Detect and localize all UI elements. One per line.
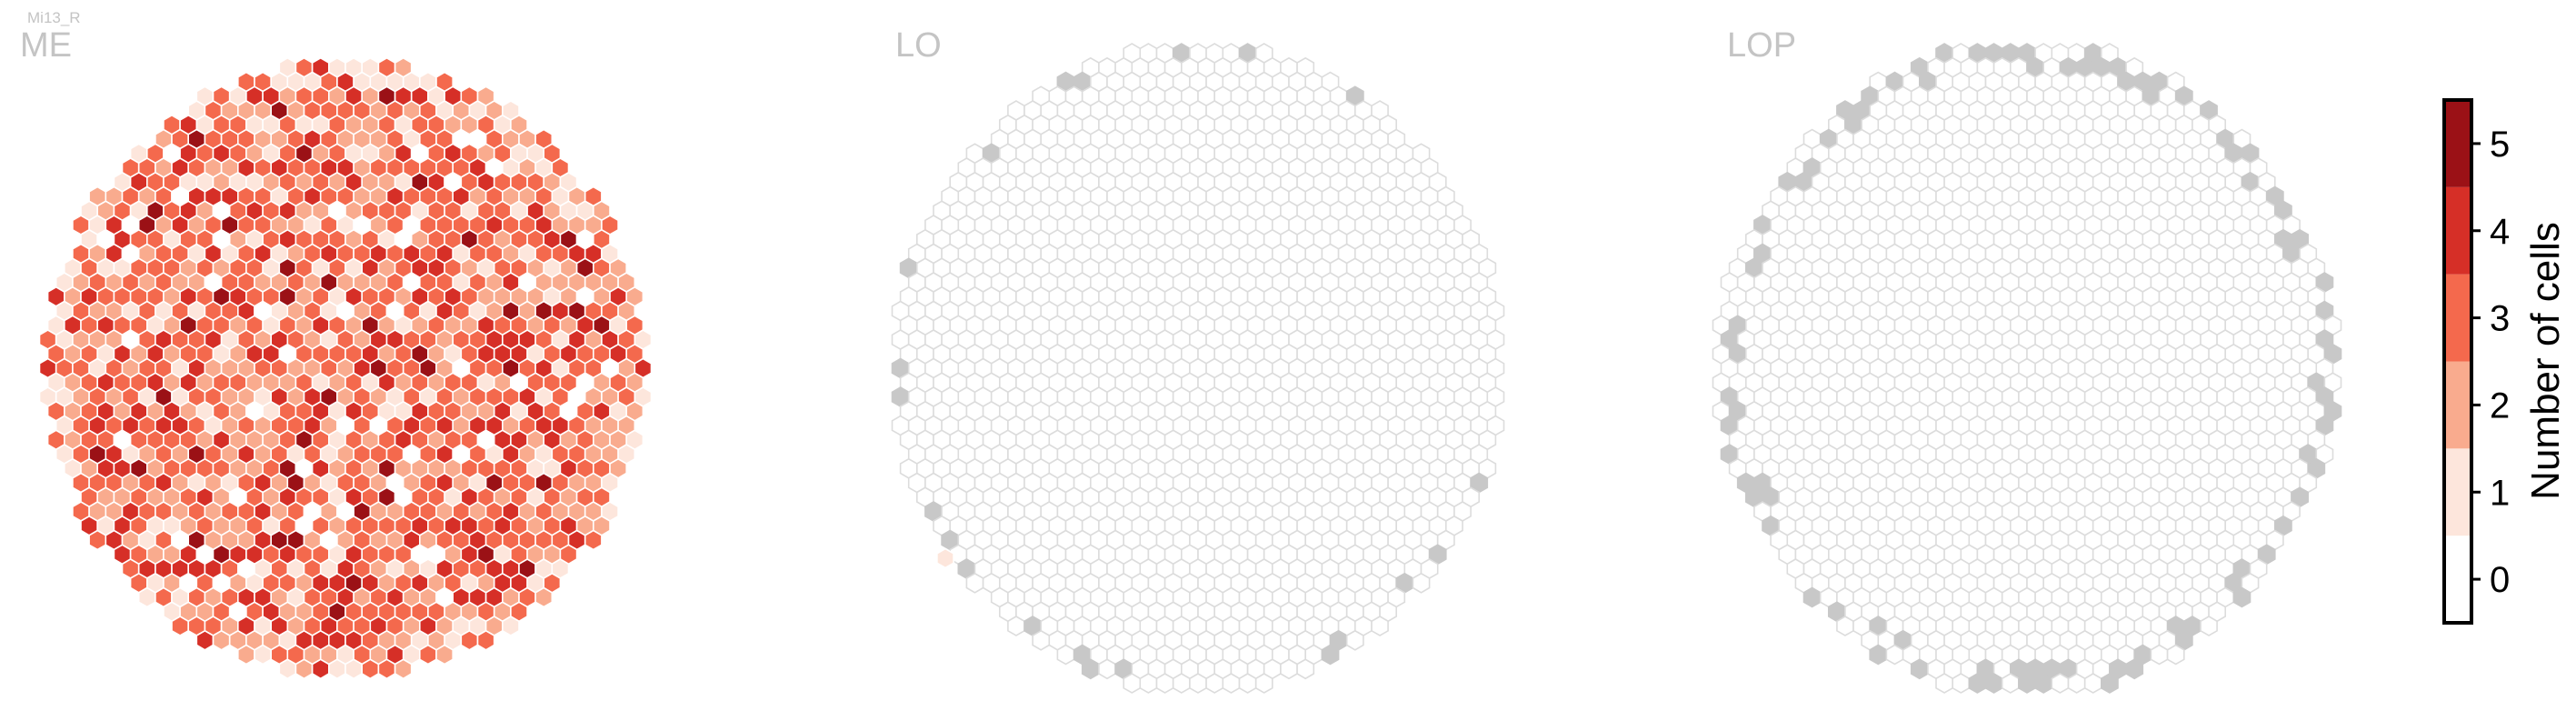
column-hex bbox=[1123, 673, 1142, 694]
column-hex bbox=[2150, 644, 2169, 666]
colorbar-segments bbox=[2444, 100, 2471, 623]
column-hex bbox=[419, 644, 437, 666]
column-hex bbox=[1222, 673, 1241, 694]
column-hex bbox=[2018, 673, 2036, 694]
colorbar-segment bbox=[2444, 536, 2471, 623]
column-hex bbox=[295, 658, 314, 680]
column-hex bbox=[1056, 644, 1075, 666]
column-hex bbox=[584, 529, 603, 551]
column-hex bbox=[2200, 616, 2218, 636]
column-hex bbox=[171, 616, 189, 636]
colorbar-segment bbox=[2444, 274, 2471, 362]
column-hex bbox=[1371, 616, 1389, 636]
column-hex bbox=[1935, 673, 1953, 694]
column-hex bbox=[502, 616, 520, 636]
panel-lop bbox=[1712, 43, 2342, 694]
column-hex bbox=[2166, 644, 2185, 666]
column-hex bbox=[254, 644, 272, 666]
column-hex bbox=[1869, 644, 1888, 666]
column-hex bbox=[2001, 673, 2020, 694]
column-hex bbox=[476, 629, 495, 651]
column-hex bbox=[361, 658, 380, 680]
column-hex bbox=[88, 529, 107, 551]
column-hex bbox=[435, 644, 454, 666]
colorbar-label: Number of cells bbox=[2523, 222, 2568, 500]
column-hex bbox=[1098, 658, 1116, 680]
colorbar-segment bbox=[2444, 186, 2471, 275]
colorbar-frame bbox=[2442, 98, 2473, 625]
column-hex bbox=[1802, 586, 1822, 608]
column-hex bbox=[965, 572, 984, 594]
panel-title-lo: LO bbox=[895, 26, 942, 65]
column-hex bbox=[1032, 629, 1051, 651]
column-hex bbox=[2034, 673, 2053, 694]
column-hex bbox=[394, 658, 413, 680]
column-hex bbox=[1007, 616, 1025, 636]
colorbar-tick-label: 2 bbox=[2490, 386, 2510, 426]
column-hex bbox=[195, 629, 215, 651]
column-hex bbox=[1189, 673, 1207, 694]
colorbar-segment bbox=[2444, 361, 2471, 449]
column-hex bbox=[328, 658, 346, 680]
column-hex bbox=[2067, 673, 2086, 694]
column-hex bbox=[212, 629, 231, 651]
panel-title-lop: LOP bbox=[1727, 26, 1796, 65]
column-hex bbox=[2083, 673, 2102, 694]
column-hex bbox=[2051, 673, 2070, 694]
colorbar: 0 1 2 3 4 5 Number of cells bbox=[2442, 98, 2568, 625]
column-hex bbox=[2125, 658, 2144, 680]
column-hex bbox=[1321, 644, 1340, 666]
column-hex bbox=[1412, 572, 1431, 594]
column-hex bbox=[1984, 673, 2003, 694]
colorbar-tick-label: 5 bbox=[2490, 125, 2510, 165]
colorbar-segment bbox=[2444, 448, 2471, 536]
column-hex bbox=[344, 658, 363, 680]
column-hex bbox=[278, 658, 297, 680]
column-hex bbox=[137, 586, 156, 608]
column-hex bbox=[1081, 658, 1100, 680]
column-hex bbox=[1296, 658, 1315, 680]
column-hex bbox=[2101, 673, 2119, 694]
colorbar-segment bbox=[2444, 100, 2471, 187]
column-hex bbox=[377, 658, 396, 680]
column-hex bbox=[534, 586, 554, 608]
column-hex bbox=[1155, 673, 1174, 694]
column-hex bbox=[1280, 658, 1298, 680]
panel-me bbox=[38, 56, 653, 680]
column-hex bbox=[936, 547, 954, 569]
column-hex bbox=[1836, 616, 1854, 636]
colorbar-tick-label: 1 bbox=[2490, 473, 2510, 513]
colorbar-tick-label: 0 bbox=[2490, 560, 2510, 600]
column-hex bbox=[1885, 644, 1904, 666]
colorbar-tick-label: 3 bbox=[2490, 299, 2510, 339]
column-hex bbox=[311, 658, 330, 680]
panel-title-me: ME bbox=[20, 26, 72, 65]
cell-type-label: Mi13_R bbox=[27, 9, 81, 26]
panel-lo bbox=[891, 43, 1505, 694]
column-hex bbox=[1205, 673, 1224, 694]
column-hex bbox=[1139, 673, 1158, 694]
column-hex bbox=[1910, 658, 1929, 680]
column-hex bbox=[1968, 673, 1987, 694]
colorbar-ticks: 0 1 2 3 4 5 bbox=[2471, 125, 2510, 600]
column-hex bbox=[460, 629, 479, 651]
column-hex bbox=[1238, 673, 1257, 694]
column-hex bbox=[2232, 586, 2252, 608]
column-hex bbox=[1345, 629, 1364, 651]
column-hex bbox=[237, 644, 255, 666]
column-hex bbox=[1172, 673, 1191, 694]
column-hex bbox=[1254, 673, 1273, 694]
colorbar-tick-label: 4 bbox=[2490, 212, 2510, 252]
column-hex bbox=[1952, 673, 1971, 694]
